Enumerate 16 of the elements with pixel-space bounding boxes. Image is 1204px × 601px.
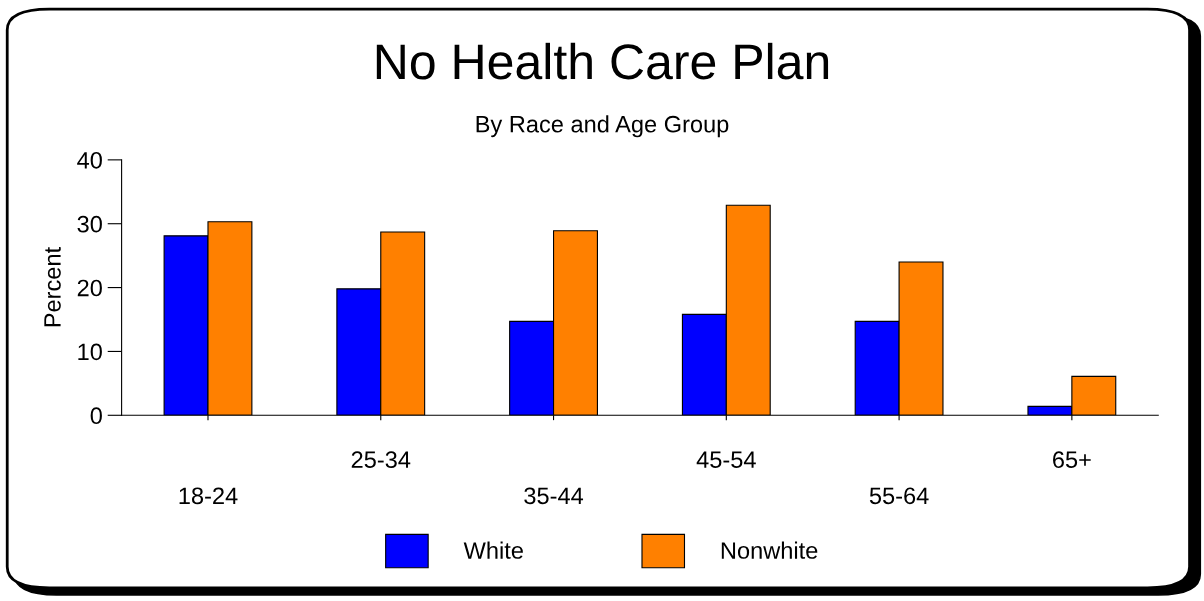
y-axis-title: Percent: [44, 247, 61, 327]
x-tick-label: 45-54: [696, 451, 756, 469]
y-tick-label: 10: [78, 343, 102, 361]
x-tick-label: 18-24: [179, 487, 238, 505]
legend-label: Nonwhite: [721, 541, 818, 559]
x-tick-label: 65+: [1053, 451, 1091, 469]
x-tick-label: 35-44: [524, 487, 584, 505]
y-tick-label: 0: [90, 407, 102, 425]
y-tick-label: 30: [77, 215, 102, 233]
chart-subtitle: By Race and Age Group: [476, 115, 729, 138]
y-tick-label: 40: [77, 151, 102, 169]
chart-title: No Health Care Plan: [376, 42, 829, 80]
legend-label: White: [463, 541, 523, 559]
y-tick-label: 20: [77, 279, 102, 297]
x-tick-label: 25-34: [351, 451, 411, 469]
x-tick-label: 55-64: [869, 487, 929, 505]
